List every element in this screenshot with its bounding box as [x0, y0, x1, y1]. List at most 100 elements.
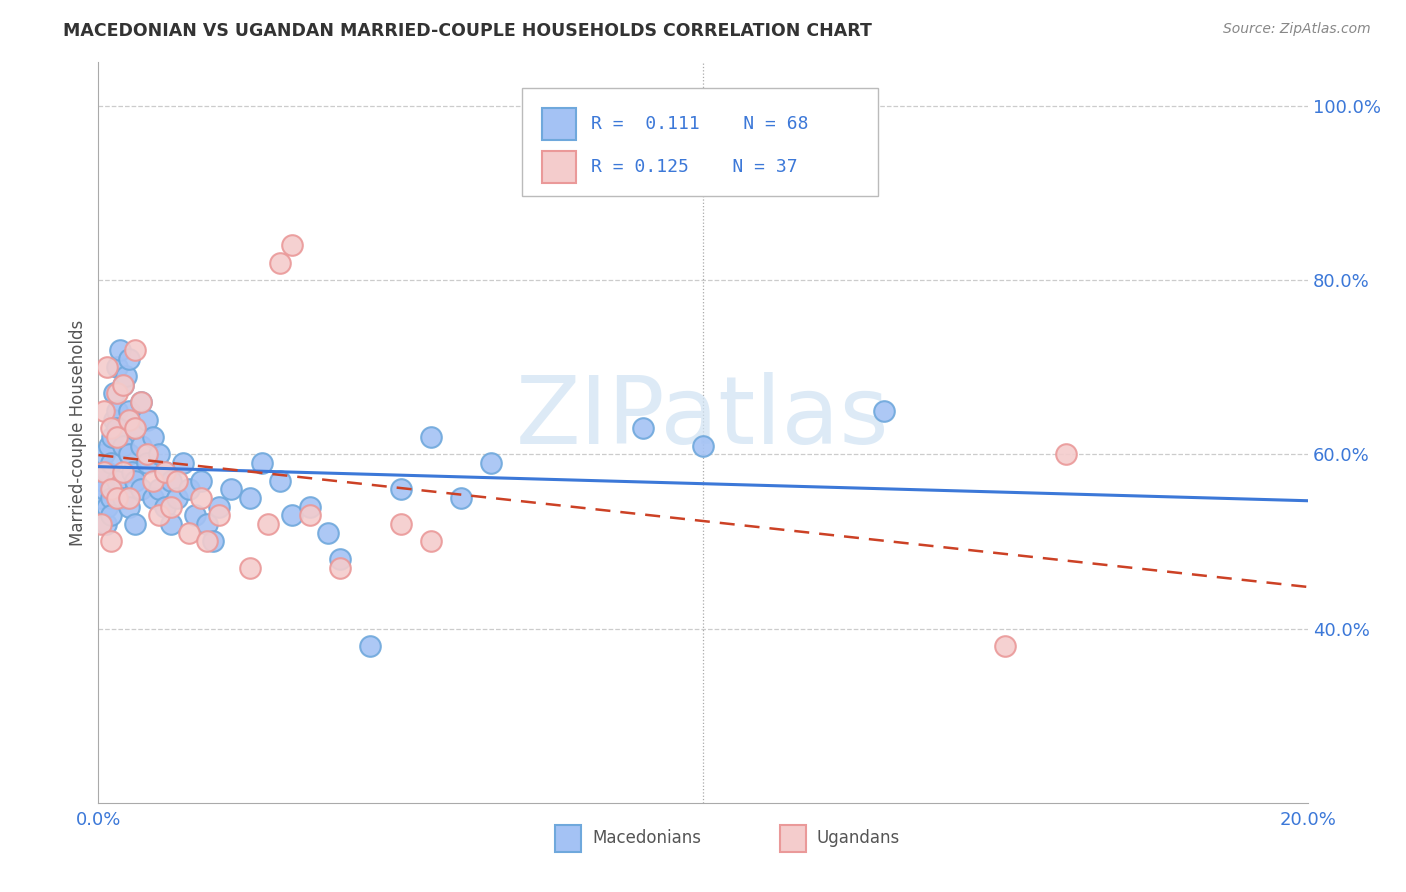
Point — [129, 395, 152, 409]
Y-axis label: Married-couple Households: Married-couple Households — [69, 319, 87, 546]
Point — [190, 491, 212, 505]
Point — [105, 474, 128, 488]
Point — [299, 500, 322, 514]
Point — [114, 369, 136, 384]
Point — [94, 517, 117, 532]
Point — [100, 508, 122, 523]
Point — [160, 500, 183, 514]
Point — [111, 377, 134, 392]
Point — [129, 395, 152, 409]
Point — [124, 421, 146, 435]
Point — [111, 439, 134, 453]
Point — [93, 465, 115, 479]
Point — [179, 525, 201, 540]
Point — [103, 386, 125, 401]
Text: R =  0.111    N = 68: R = 0.111 N = 68 — [591, 115, 808, 133]
Point — [329, 560, 352, 574]
Point — [420, 534, 443, 549]
Point — [195, 534, 218, 549]
Point — [202, 534, 225, 549]
Point — [118, 404, 141, 418]
Point — [93, 447, 115, 461]
Point — [239, 491, 262, 505]
Point — [450, 491, 472, 505]
Point — [111, 465, 134, 479]
Point — [299, 508, 322, 523]
Point — [360, 639, 382, 653]
Point — [631, 421, 654, 435]
Point — [994, 639, 1017, 653]
Point — [250, 456, 273, 470]
Point — [172, 456, 194, 470]
Point — [142, 430, 165, 444]
Point — [195, 517, 218, 532]
Point — [208, 500, 231, 514]
Point — [316, 525, 339, 540]
Point — [135, 412, 157, 426]
Point — [269, 256, 291, 270]
Point — [90, 517, 112, 532]
Text: MACEDONIAN VS UGANDAN MARRIED-COUPLE HOUSEHOLDS CORRELATION CHART: MACEDONIAN VS UGANDAN MARRIED-COUPLE HOU… — [63, 22, 872, 40]
Point — [221, 482, 243, 496]
Point — [118, 412, 141, 426]
Point — [281, 238, 304, 252]
Point — [129, 439, 152, 453]
Point — [692, 439, 714, 453]
Text: Ugandans: Ugandans — [817, 830, 900, 847]
Text: R = 0.125    N = 37: R = 0.125 N = 37 — [591, 158, 797, 176]
Point — [93, 404, 115, 418]
Point — [389, 482, 412, 496]
Point — [118, 491, 141, 505]
Point — [124, 517, 146, 532]
Point — [121, 465, 143, 479]
Point — [142, 491, 165, 505]
Point — [90, 491, 112, 505]
Point — [118, 500, 141, 514]
Point — [100, 456, 122, 470]
Point — [118, 447, 141, 461]
Point — [105, 430, 128, 444]
Point — [153, 500, 176, 514]
Point — [100, 482, 122, 496]
Point — [105, 404, 128, 418]
Point — [148, 508, 170, 523]
Point — [108, 343, 131, 357]
Point — [105, 360, 128, 375]
Text: ZIPatlas: ZIPatlas — [516, 372, 890, 464]
Point — [118, 351, 141, 366]
Point — [179, 482, 201, 496]
Point — [105, 421, 128, 435]
Point — [96, 465, 118, 479]
Point — [124, 474, 146, 488]
Point — [103, 412, 125, 426]
Point — [93, 482, 115, 496]
Point — [329, 552, 352, 566]
Point — [420, 430, 443, 444]
Point — [184, 508, 207, 523]
Point — [148, 482, 170, 496]
Point — [135, 456, 157, 470]
Point — [481, 456, 503, 470]
Point — [135, 447, 157, 461]
Point — [91, 474, 114, 488]
Point — [166, 474, 188, 488]
Point — [124, 421, 146, 435]
Point — [96, 500, 118, 514]
FancyBboxPatch shape — [543, 151, 576, 183]
Point — [160, 517, 183, 532]
Text: Macedonians: Macedonians — [592, 830, 702, 847]
Point — [111, 377, 134, 392]
Point — [873, 404, 896, 418]
Point — [190, 474, 212, 488]
Point — [153, 465, 176, 479]
Point — [208, 508, 231, 523]
Point — [124, 343, 146, 357]
Point — [160, 474, 183, 488]
Point — [153, 465, 176, 479]
Point — [100, 534, 122, 549]
Text: Source: ZipAtlas.com: Source: ZipAtlas.com — [1223, 22, 1371, 37]
Point — [105, 386, 128, 401]
Point — [166, 491, 188, 505]
Point — [256, 517, 278, 532]
Point — [100, 430, 122, 444]
